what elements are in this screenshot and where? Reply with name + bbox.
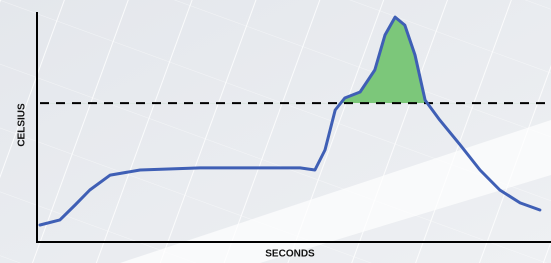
chart: SECONDS CELSIUS	[0, 0, 551, 263]
x-axis-label: SECONDS	[265, 249, 315, 260]
y-axis-label: CELSIUS	[17, 103, 28, 147]
